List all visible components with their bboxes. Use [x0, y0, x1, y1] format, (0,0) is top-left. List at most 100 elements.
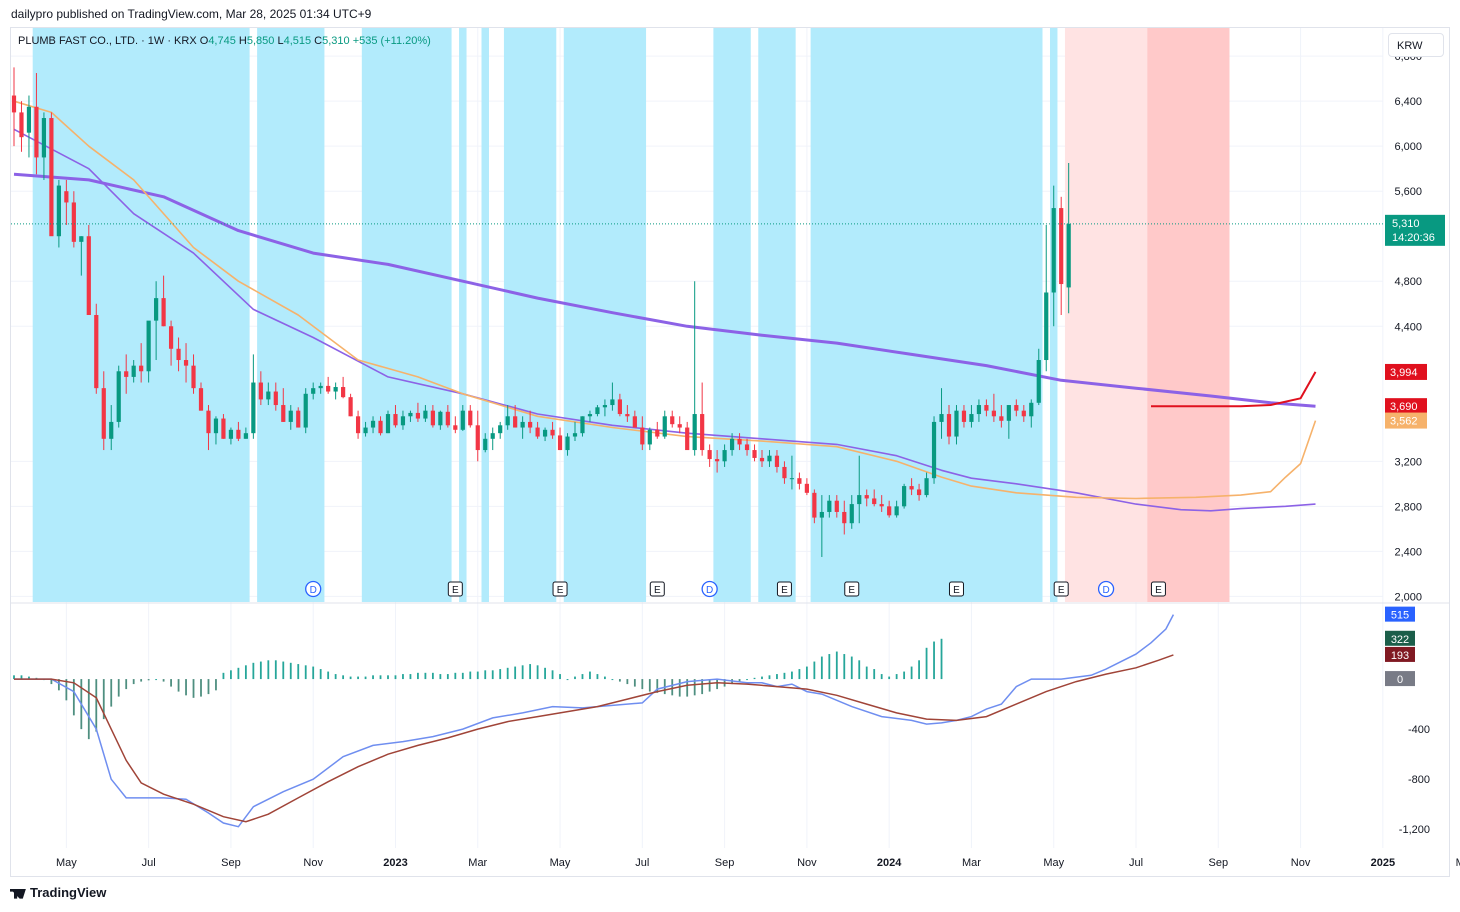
- macd-histogram-bar: [177, 679, 180, 692]
- candle-body: [49, 118, 54, 237]
- candle-body: [924, 478, 929, 496]
- macd-histogram-bar: [491, 670, 494, 680]
- macd-histogram-bar: [761, 676, 763, 680]
- candle-body: [625, 414, 630, 417]
- candle-body: [378, 420, 383, 434]
- ma-price-tag: [1385, 363, 1427, 380]
- macd-histogram-bar: [880, 674, 883, 680]
- macd-histogram-bar: [200, 679, 202, 697]
- macd-histogram-bar: [820, 656, 823, 680]
- session-band: [1064, 28, 1148, 602]
- candle-body: [879, 504, 884, 507]
- candle-body: [483, 438, 488, 451]
- macd-histogram-bar: [551, 670, 554, 680]
- macd-histogram-bar: [454, 672, 457, 680]
- candle-body: [819, 511, 824, 518]
- macd-histogram-bar: [252, 662, 255, 680]
- candle-body: [789, 478, 795, 480]
- candle-body: [550, 429, 555, 436]
- macd-histogram-bar: [618, 679, 621, 682]
- earnings-marker: [447, 581, 463, 597]
- candle-body: [468, 410, 473, 426]
- candle-body: [1044, 292, 1049, 361]
- macd-histogram-bar: [289, 662, 292, 680]
- candle-body: [498, 425, 503, 434]
- candle-body: [542, 429, 548, 437]
- candle-body: [266, 391, 271, 400]
- candle-body: [916, 489, 922, 496]
- macd-histogram-bar: [611, 679, 614, 681]
- candle-body: [707, 450, 712, 460]
- candle-body: [408, 412, 413, 417]
- candle-body: [931, 421, 937, 479]
- macd-histogram-bar: [364, 676, 367, 680]
- time-tick-label: Jul: [635, 857, 649, 869]
- candle-body: [872, 498, 877, 505]
- candle-body: [341, 387, 346, 398]
- candle-body: [460, 410, 465, 430]
- time-tick-label: Sep: [221, 857, 241, 869]
- macd-histogram-bar: [813, 661, 816, 680]
- candle-body: [191, 365, 196, 389]
- candle-body: [842, 511, 847, 524]
- moving-average-line: [13, 172, 1316, 408]
- macd-histogram-bar: [237, 667, 240, 680]
- macd-histogram-bar: [13, 675, 15, 680]
- earnings-marker-label: E: [1058, 585, 1065, 596]
- candle-body: [131, 365, 136, 377]
- macd-histogram-bar: [536, 665, 539, 680]
- session-band: [758, 28, 796, 602]
- candle-body: [228, 429, 234, 439]
- candle-body: [610, 399, 615, 406]
- candle-body: [572, 433, 578, 437]
- candle-body: [774, 455, 780, 467]
- candle-body: [909, 486, 914, 490]
- macd-histogram-bar: [72, 679, 75, 716]
- candle-body: [602, 405, 608, 408]
- macd-histogram-bar: [65, 679, 68, 701]
- legend-high: 5,850: [246, 35, 275, 47]
- macd-histogram-bar: [701, 679, 704, 695]
- candle-body: [124, 371, 129, 377]
- macd-histogram-bar: [20, 675, 23, 680]
- macd-histogram-bar: [910, 666, 913, 680]
- macd-histogram-bar: [95, 679, 98, 732]
- candle-body: [445, 411, 450, 426]
- candle-body: [700, 414, 705, 451]
- macd-histogram-bar: [903, 671, 906, 680]
- price-tick-label: 2,400: [1394, 546, 1422, 558]
- countdown-value: 14:20:36: [1392, 232, 1435, 244]
- macd-histogram-bar: [185, 679, 187, 696]
- candle-body: [812, 492, 817, 518]
- candle-body: [161, 298, 166, 327]
- candle-body: [318, 385, 323, 389]
- time-tick-label: 2024: [877, 857, 902, 869]
- macd-histogram-bar: [514, 666, 517, 680]
- legend-close-label: C: [314, 35, 323, 47]
- candle-body: [752, 450, 757, 458]
- currency-button[interactable]: KRW: [1388, 33, 1444, 57]
- candle-body: [849, 504, 854, 524]
- macd-histogram-bar: [791, 671, 793, 680]
- candle-body: [528, 421, 533, 428]
- time-tick-label: May: [550, 857, 571, 869]
- macd-histogram-bar: [461, 672, 464, 680]
- candle-body: [56, 185, 61, 237]
- macd-value-tag: [1385, 646, 1415, 662]
- candle-body: [505, 416, 510, 426]
- candle-body: [946, 414, 952, 437]
- candle-body: [640, 427, 645, 445]
- dividend-marker-label: D: [310, 585, 317, 596]
- macd-histogram-bar: [828, 654, 831, 680]
- macd-histogram-bar: [125, 679, 128, 690]
- legend-high-label: H: [238, 35, 247, 47]
- candle-body: [655, 429, 660, 437]
- macd-histogram-bar: [372, 675, 374, 680]
- candle-body: [715, 459, 720, 462]
- candle-body: [296, 410, 301, 428]
- macd-histogram-bar: [349, 676, 352, 680]
- candles: [11, 67, 1071, 557]
- time-tick-label: Jul: [1129, 857, 1143, 869]
- macd-histogram-bar: [424, 672, 427, 680]
